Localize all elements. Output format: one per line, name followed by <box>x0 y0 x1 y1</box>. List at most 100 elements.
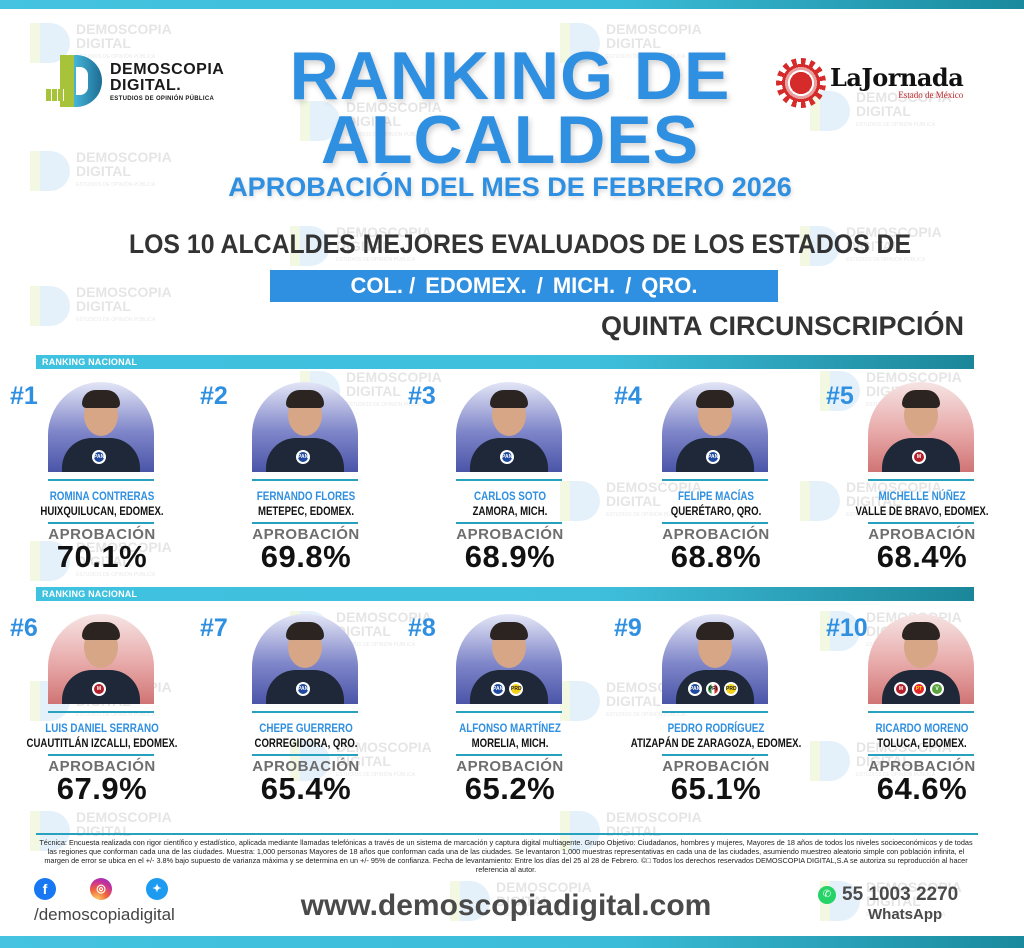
rank-number: #9 <box>614 614 642 642</box>
subtitle: APROBACIÓN DEL MES DE FEBRERO 2026 <box>228 172 792 202</box>
rank-number: #1 <box>10 382 38 410</box>
pvem-party-icon: V <box>930 682 944 696</box>
mayor-card: #1 PAN ROMINA CONTRERAS HUIXQUILUCAN, ED… <box>2 376 202 576</box>
mayor-name: FELIPE MACÍAS <box>677 489 754 503</box>
mayor-photo: PAN <box>662 382 768 472</box>
approval-value: 68.8% <box>670 539 762 574</box>
pri-party-icon: PRI <box>706 682 720 696</box>
whatsapp-contact[interactable]: ✆ 55 1003 2270 <box>818 884 958 906</box>
mayor-name: LUIS DANIEL SERRANO <box>45 721 159 735</box>
mayor-name: PEDRO RODRÍGUEZ <box>667 721 765 735</box>
pan-party-icon: PAN <box>296 682 310 696</box>
divider <box>48 754 154 756</box>
instagram-icon[interactable]: ◎ <box>90 878 112 900</box>
states-banner: COL. / EDOMEX. / MICH. / QRO. <box>270 270 778 302</box>
mayor-card: #8 PAN PRD ALFONSO MARTÍNEZ MORELIA, MICH… <box>408 608 610 808</box>
mayor-card: #10 M PT V RICARDO MORENO TOLUCA, EDOMEX. … <box>822 608 1022 808</box>
mayor-name: CARLOS SOTO <box>473 489 546 503</box>
whatsapp-label: WhatsApp <box>868 906 943 923</box>
approval-value: 65.2% <box>464 771 556 806</box>
prd-party-icon: PRD <box>509 682 523 696</box>
website-link[interactable]: www.demoscopiadigital.com <box>300 889 712 922</box>
divider <box>868 754 974 756</box>
la-jornada-logo: LaJornada Estado de México <box>776 58 964 108</box>
watermark-logo-icon <box>30 151 70 191</box>
approval-label: APROBACIÓN <box>456 526 564 543</box>
rank-number: #6 <box>10 614 38 642</box>
divider <box>252 522 358 524</box>
methodology-text: Técnica: Encuesta realizada con rigor ci… <box>39 838 973 874</box>
mayor-name: ALFONSO MARTÍNEZ <box>459 721 561 735</box>
mayor-city: VALLE DE BRAVO, EDOMEX. <box>855 504 989 518</box>
mayor-card: #4 PAN FELIPE MACÍAS QUERÉTARO, QRO. APR… <box>614 376 816 576</box>
divider <box>662 711 768 713</box>
mayor-name: FERNANDO FLORES <box>256 489 356 503</box>
pt-party-icon: PT <box>912 682 926 696</box>
mayor-card: #9 PAN PRI PRD PEDRO RODRÍGUEZ ATIZAPÁN DE… <box>614 608 816 808</box>
mayor-photo: PAN <box>48 382 154 472</box>
jornada-name: LaJornada <box>830 63 964 92</box>
mayor-city: CORREGIDORA, QRO. <box>254 736 358 750</box>
headline: LOS 10 ALCALDES MEJORES EVALUADOS DE LOS… <box>128 229 912 259</box>
mayor-name: CHEPE GUERRERO <box>259 721 353 735</box>
approval-label: APROBACIÓN <box>868 526 976 543</box>
jornada-edition: Estado de México <box>898 90 964 100</box>
approval-label: APROBACIÓN <box>456 758 564 775</box>
ranking-bar-1: RANKING NACIONAL <box>36 355 974 369</box>
mayor-card: #7 PAN CHEPE GUERRERO CORREGIDORA, QRO. … <box>200 608 406 808</box>
approval-value: 64.6% <box>876 771 968 806</box>
pan-party-icon: PAN <box>296 450 310 464</box>
rank-number: #7 <box>200 614 228 642</box>
pan-party-icon: PAN <box>92 450 106 464</box>
logo-tagline: ESTUDIOS DE OPINIÓN PÚBLICA <box>110 95 215 102</box>
approval-value: 69.8% <box>260 539 352 574</box>
social-icons: f ◎ ✦ <box>34 878 168 900</box>
state-qro: QRO. <box>641 273 698 298</box>
demoscopia-logo: DEMOSCOPIA DIGITAL. ESTUDIOS DE OPINIÓN … <box>46 55 224 107</box>
mayor-photo: M PT V <box>868 614 974 704</box>
approval-value: 70.1% <box>56 539 148 574</box>
state-sep: / <box>536 273 543 298</box>
approval-label: APROBACIÓN <box>48 758 156 775</box>
social-handle[interactable]: /demoscopiadigital <box>34 905 175 924</box>
divider <box>48 479 154 481</box>
mayor-city: ZAMORA, MICH. <box>472 504 548 518</box>
title-line2: ALCALDES <box>320 102 700 178</box>
facebook-icon[interactable]: f <box>34 878 56 900</box>
mayor-city: MORELIA, MICH. <box>471 736 549 750</box>
mayor-card: #6 M LUIS DANIEL SERRANO CUAUTITLÁN IZCA… <box>2 608 202 808</box>
morena-party-icon: M <box>894 682 908 696</box>
approval-label: APROBACIÓN <box>662 758 770 775</box>
rank-number: #8 <box>408 614 436 642</box>
divider <box>252 711 358 713</box>
divider <box>868 522 974 524</box>
watermark-logo-icon <box>30 286 70 326</box>
divider <box>48 711 154 713</box>
mayor-photo: PAN <box>456 382 562 472</box>
twitter-icon[interactable]: ✦ <box>146 878 168 900</box>
rank-number: #4 <box>614 382 642 410</box>
approval-value: 65.1% <box>670 771 762 806</box>
mayor-photo: PAN PRI PRD <box>662 614 768 704</box>
approval-label: APROBACIÓN <box>252 758 360 775</box>
ranking-bar-2: RANKING NACIONAL <box>36 587 974 601</box>
approval-label: APROBACIÓN <box>48 526 156 543</box>
mayor-photo: PAN <box>252 382 358 472</box>
approval-label: APROBACIÓN <box>868 758 976 775</box>
divider <box>48 522 154 524</box>
state-edomex: EDOMEX. <box>425 273 527 298</box>
mayor-name: RICARDO MORENO <box>875 721 969 735</box>
footer-divider <box>36 833 978 835</box>
title-line1: RANKING DE <box>289 38 731 114</box>
approval-label: APROBACIÓN <box>662 526 770 543</box>
divider <box>662 479 768 481</box>
approval-value: 65.4% <box>260 771 352 806</box>
approval-value: 67.9% <box>56 771 148 806</box>
mayor-photo: M <box>48 614 154 704</box>
prd-party-icon: PRD <box>724 682 738 696</box>
mayor-card: #5 M MICHELLE NÚÑEZ VALLE DE BRAVO, EDOM… <box>822 376 1022 576</box>
divider <box>456 479 562 481</box>
circumscription: QUINTA CIRCUNSCRIPCIÓN <box>601 311 964 341</box>
state-sep: / <box>625 273 632 298</box>
divider <box>252 754 358 756</box>
